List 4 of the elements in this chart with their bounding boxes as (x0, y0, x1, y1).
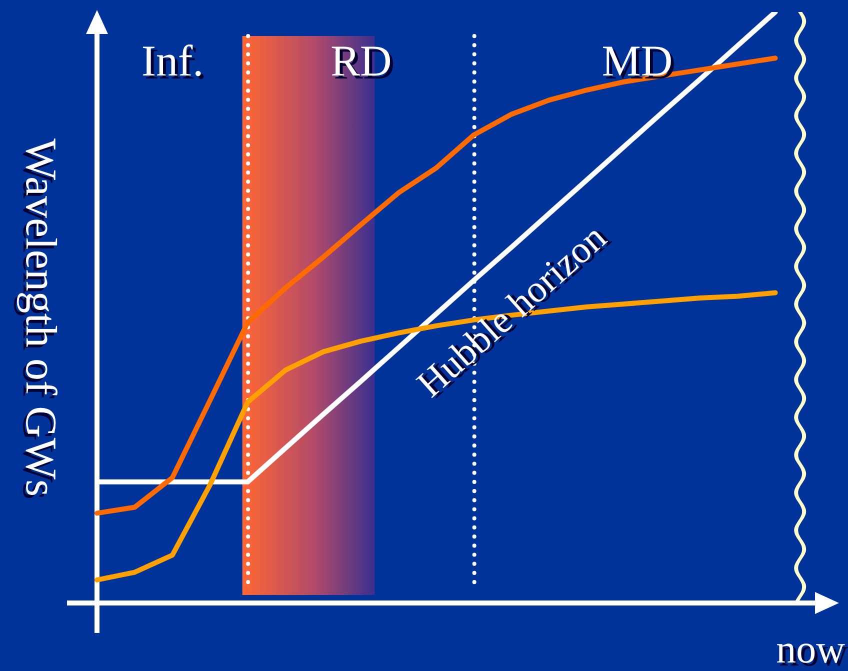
annotation: MD (604, 40, 676, 89)
annotation: RD (334, 40, 395, 89)
x-axis-title: now (776, 626, 846, 671)
annotation: Inf. (144, 40, 207, 89)
